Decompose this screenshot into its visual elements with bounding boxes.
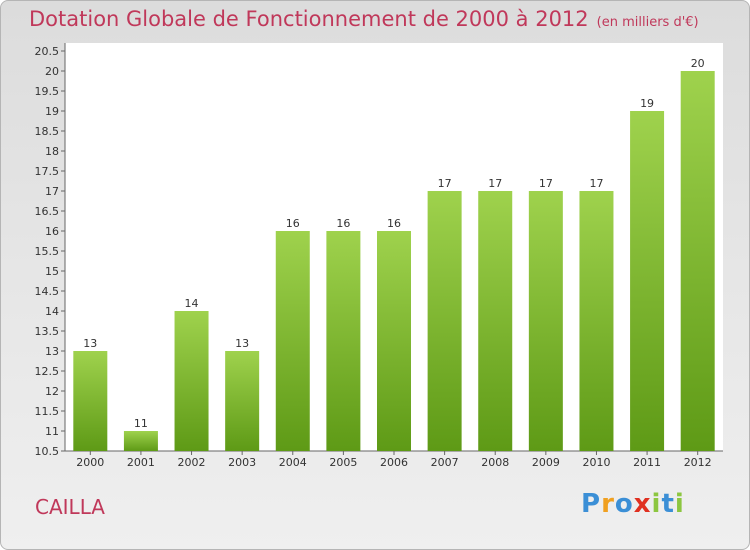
bar-value-label: 17: [488, 177, 502, 190]
y-tick-label: 17: [45, 185, 59, 198]
x-tick-label: 2005: [329, 456, 357, 469]
x-tick-label: 2001: [127, 456, 155, 469]
y-tick-label: 18: [45, 145, 59, 158]
y-tick-label: 12: [45, 385, 59, 398]
bar-value-label: 13: [235, 337, 249, 350]
bar-value-label: 16: [286, 217, 300, 230]
bar-value-label: 14: [185, 297, 199, 310]
bar-value-label: 16: [336, 217, 350, 230]
bar: [123, 431, 158, 451]
bar-value-label: 17: [589, 177, 603, 190]
y-tick-label: 16.5: [35, 205, 60, 218]
y-tick-label: 15.5: [35, 245, 60, 258]
chart-title: Dotation Globale de Fonctionnement de 20…: [29, 7, 699, 31]
x-tick-label: 2006: [380, 456, 408, 469]
bar: [680, 71, 715, 451]
x-tick-label: 2002: [178, 456, 206, 469]
x-tick-label: 2004: [279, 456, 307, 469]
y-tick-label: 16: [45, 225, 59, 238]
y-tick-label: 14.5: [35, 285, 60, 298]
x-tick-label: 2003: [228, 456, 256, 469]
logo-letter: P: [581, 489, 602, 519]
bar: [478, 191, 513, 451]
bar-value-label: 13: [83, 337, 97, 350]
bar: [377, 231, 411, 451]
y-tick-label: 11: [45, 425, 59, 438]
y-tick-label: 12.5: [35, 365, 60, 378]
bar: [427, 191, 462, 451]
bar: [326, 231, 361, 451]
y-tick-label: 20: [45, 65, 59, 78]
bar: [174, 311, 209, 451]
y-tick-label: 13.5: [35, 325, 60, 338]
bar: [528, 191, 563, 451]
y-tick-label: 14: [45, 305, 59, 318]
bar: [275, 231, 310, 451]
x-tick-label: 2009: [532, 456, 560, 469]
title-unit: (en milliers d'€): [596, 15, 699, 30]
logo-letter: t: [661, 489, 675, 519]
logo-letter: i: [651, 489, 662, 519]
bar-value-label: 11: [134, 417, 148, 430]
place-name: CAILLA: [35, 495, 105, 519]
bar-value-label: 19: [640, 97, 654, 110]
x-tick-label: 2008: [481, 456, 509, 469]
logo-letter: o: [614, 489, 634, 519]
y-tick-label: 20.5: [35, 45, 60, 58]
bar-value-label: 16: [387, 217, 401, 230]
y-tick-label: 17.5: [35, 165, 60, 178]
y-tick-label: 19.5: [35, 85, 60, 98]
x-tick-label: 2000: [76, 456, 104, 469]
bar-value-label: 17: [539, 177, 553, 190]
title-main: Dotation Globale de Fonctionnement de 20…: [29, 7, 589, 31]
bar: [73, 351, 108, 451]
logo-letter: r: [601, 489, 615, 519]
bar-value-label: 17: [438, 177, 452, 190]
x-tick-label: 2012: [684, 456, 712, 469]
y-tick-label: 19: [45, 105, 59, 118]
y-tick-label: 10.5: [35, 445, 60, 458]
y-tick-label: 15: [45, 265, 59, 278]
y-tick-label: 18.5: [35, 125, 60, 138]
x-tick-label: 2011: [633, 456, 661, 469]
y-tick-label: 13: [45, 345, 59, 358]
x-tick-label: 2007: [431, 456, 459, 469]
x-tick-label: 2010: [582, 456, 610, 469]
logo-letter: i: [674, 489, 685, 519]
bar: [579, 191, 614, 451]
logo-letter: x: [633, 489, 652, 519]
bar-value-label: 20: [691, 57, 705, 70]
proxiti-logo[interactable]: Proxiti: [581, 489, 685, 519]
y-tick-label: 11.5: [35, 405, 60, 418]
bar: [630, 111, 665, 451]
bar: [225, 351, 260, 451]
